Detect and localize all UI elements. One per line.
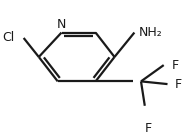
Text: F: F xyxy=(175,78,182,91)
Text: Cl: Cl xyxy=(2,31,14,44)
Text: F: F xyxy=(171,59,178,72)
Text: F: F xyxy=(145,122,152,135)
Text: NH₂: NH₂ xyxy=(139,26,163,39)
Text: N: N xyxy=(57,18,66,31)
